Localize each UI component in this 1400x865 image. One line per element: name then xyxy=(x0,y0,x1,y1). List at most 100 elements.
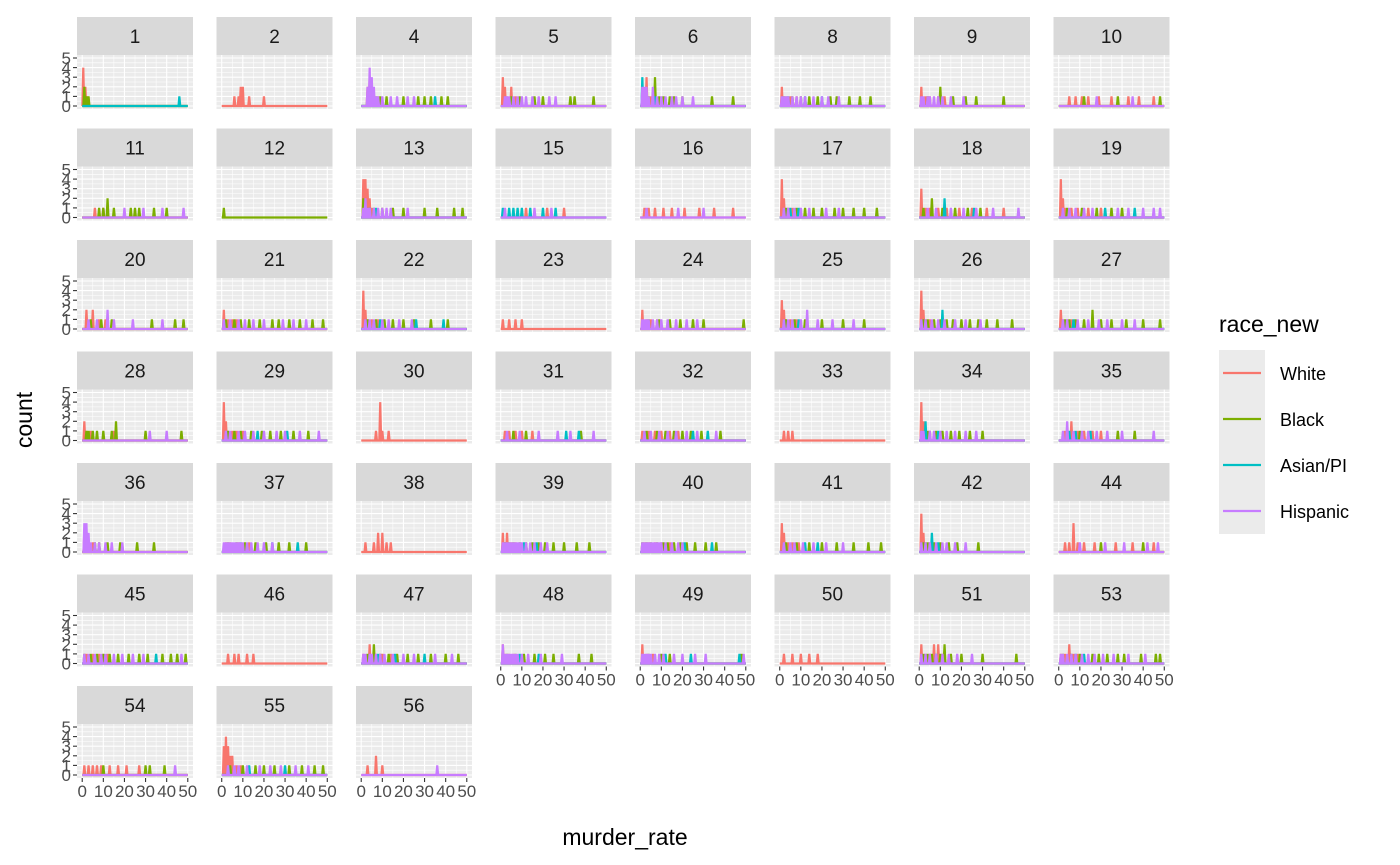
x-axes: 0 10 20 30 40 50 0 10 20 30 40 50 0 10 20 30 40 50 0 10 20 30… xyxy=(77,666,1174,801)
y-tick-label: 1 xyxy=(62,645,71,664)
facet-panel-17: 17 xyxy=(774,128,891,221)
y-tick-label: 1 xyxy=(62,310,71,329)
facet-panel-29: 29 xyxy=(216,351,333,444)
facet-panel-13: 13 xyxy=(356,128,472,221)
series-line-black xyxy=(500,430,607,442)
x-tick-label: 10 xyxy=(1070,671,1089,690)
y-axis-title: count xyxy=(11,391,37,448)
series-line-black xyxy=(1058,96,1165,108)
x-tick-label: 30 xyxy=(136,782,155,801)
series-line-hispanic xyxy=(361,67,467,108)
facet-panel-42: 42 xyxy=(914,463,1030,555)
facet-strip xyxy=(914,240,1030,278)
facet-panel-37: 37 xyxy=(216,463,333,555)
facet-strip xyxy=(216,128,333,167)
legend-label: Asian/PI xyxy=(1280,456,1347,476)
x-tick-label: 10 xyxy=(791,671,810,690)
facet-strip-label: 2 xyxy=(269,27,280,48)
facet-panel-44: 44 xyxy=(1053,463,1170,555)
x-tick-label: 50 xyxy=(1015,671,1034,690)
facet-panel-16: 16 xyxy=(635,128,751,221)
series-line-white xyxy=(500,207,607,219)
x-tick-label: 20 xyxy=(812,671,831,690)
facet-panel-22: 22 xyxy=(356,240,472,332)
facet-panel-34: 34 xyxy=(914,351,1030,444)
legend-label: White xyxy=(1280,364,1326,384)
facet-strip xyxy=(356,574,472,613)
y-tick-label: 4 xyxy=(62,59,71,78)
y-tick-label: 4 xyxy=(62,393,71,412)
x-tick-label: 0 xyxy=(775,671,784,690)
series-line-hispanic xyxy=(1058,96,1165,108)
series-line-asian-pi xyxy=(361,653,467,665)
y-tick-label: 2 xyxy=(62,189,71,208)
facet-strip-label: 10 xyxy=(1101,27,1122,48)
series-line-hispanic xyxy=(500,96,607,108)
facet-strip xyxy=(356,686,472,724)
facet-strip xyxy=(495,17,612,55)
series-line-hispanic xyxy=(779,309,886,331)
facet-panel-38: 38 xyxy=(356,463,472,555)
x-tick-label: 40 xyxy=(1134,671,1153,690)
facet-strip xyxy=(1053,17,1170,55)
facet-strip xyxy=(1053,240,1170,278)
x-tick-label: 40 xyxy=(715,671,734,690)
series-line-hispanic xyxy=(361,653,467,665)
facet-strip xyxy=(77,463,193,501)
y-tick-label: 4 xyxy=(62,728,71,747)
facet-strip xyxy=(495,351,612,390)
facet-strip-label: 39 xyxy=(543,473,564,494)
facet-panel-45: 45 xyxy=(77,574,193,667)
facet-panel-48: 48 xyxy=(495,574,612,667)
y-tick-label: 0 xyxy=(62,766,71,785)
series-line-hispanic xyxy=(779,542,886,554)
x-tick-label: 10 xyxy=(233,782,252,801)
x-tick-label: 30 xyxy=(555,671,574,690)
facet-strip xyxy=(635,463,751,501)
y-tick-label: 1 xyxy=(62,533,71,552)
series-line-black xyxy=(221,207,328,219)
facet-strip-label: 20 xyxy=(124,250,145,271)
series-line-black xyxy=(82,198,188,219)
facet-strip xyxy=(635,128,751,167)
facet-panel-51: 51 xyxy=(914,574,1030,667)
facet-strip-label: 22 xyxy=(403,250,424,271)
y-tick-label: 2 xyxy=(62,635,71,654)
facet-strip xyxy=(495,128,612,167)
y-tick-label: 4 xyxy=(62,282,71,301)
facet-strip-label: 41 xyxy=(822,473,843,494)
y-tick-label: 5 xyxy=(62,495,71,514)
facet-strip xyxy=(356,463,472,501)
x-tick-label: 20 xyxy=(254,782,273,801)
x-tick-label: 40 xyxy=(157,782,176,801)
facet-strip xyxy=(77,128,193,167)
series-line-hispanic xyxy=(82,653,188,665)
facet-strip xyxy=(356,128,472,167)
facet-strip-label: 8 xyxy=(827,27,838,48)
series-line-hispanic xyxy=(1058,207,1165,219)
y-tick-label: 0 xyxy=(62,320,71,339)
facet-strip xyxy=(635,240,751,278)
x-tick-label: 50 xyxy=(457,782,476,801)
facet-panel-11: 11 xyxy=(77,128,193,221)
facet-strip-label: 37 xyxy=(264,473,285,494)
facet-panel-40: 40 xyxy=(635,463,751,555)
facet-strip xyxy=(774,240,891,278)
series-line-white xyxy=(361,755,467,777)
x-tick-label: 40 xyxy=(576,671,595,690)
x-tick-label: 40 xyxy=(297,782,316,801)
facet-strip xyxy=(914,128,1030,167)
legend: race_new White Black Asian/PI Hispanic xyxy=(1219,311,1349,534)
facet-strip-label: 32 xyxy=(682,362,703,383)
series-line-hispanic xyxy=(82,207,188,219)
x-tick-label: 0 xyxy=(914,671,923,690)
series-line-hispanic xyxy=(82,765,188,777)
facet-panel-32: 32 xyxy=(635,351,751,444)
series-line-hispanic xyxy=(500,644,607,665)
series-line-hispanic xyxy=(919,430,1025,442)
facet-strip xyxy=(216,463,333,501)
series-line-black xyxy=(221,765,328,777)
facet-strip xyxy=(914,351,1030,390)
facet-panel-53: 53 xyxy=(1053,574,1170,667)
facet-strip-label: 50 xyxy=(822,585,843,606)
